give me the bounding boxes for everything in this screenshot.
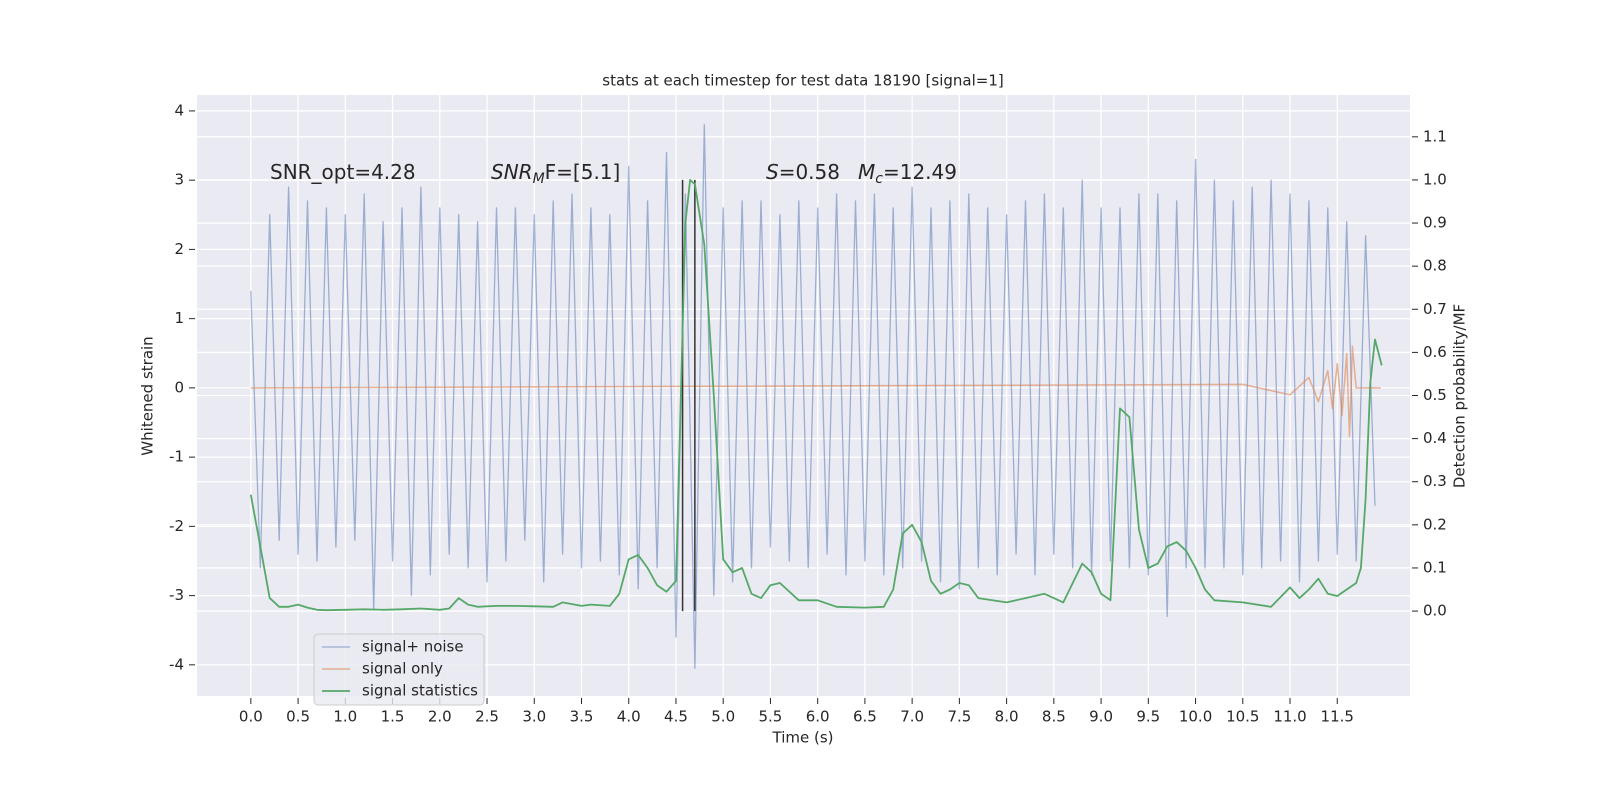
y2-tick-label: 0.2 — [1423, 515, 1447, 533]
x-tick-label: 2.5 — [475, 708, 499, 726]
chart-title: stats at each timestep for test data 181… — [602, 72, 1003, 90]
x-tick-label: 6.5 — [853, 708, 877, 726]
y2-tick-label: 0.9 — [1423, 214, 1447, 232]
y2-tick-label: 1.1 — [1423, 127, 1447, 145]
legend-label: signal statistics — [362, 682, 478, 700]
x-tick-label: 7.5 — [947, 708, 971, 726]
y2-axis-label: Detection probability/MF — [1451, 304, 1469, 488]
x-tick-label: 10.5 — [1226, 708, 1259, 726]
annotation: SNR_opt=4.28 — [270, 160, 416, 184]
y-tick-label: -1 — [169, 448, 184, 466]
x-tick-label: 8.0 — [995, 708, 1019, 726]
y-axis-label: Whitened strain — [139, 336, 157, 455]
series-line — [250, 345, 1381, 438]
series-line — [249, 179, 1383, 612]
y-tick-label: -2 — [169, 517, 184, 535]
series-line — [250, 124, 1376, 669]
x-tick-label: 5.5 — [759, 708, 783, 726]
annotation-part: S — [766, 160, 779, 184]
legend: signal+ noise signal only signal statistic… — [313, 633, 485, 706]
x-tick-label: 0.0 — [239, 708, 263, 726]
y2-tick-label: 0.6 — [1423, 343, 1447, 361]
y2-tick-label: 0.4 — [1423, 429, 1447, 447]
x-tick-label: 9.5 — [1136, 708, 1160, 726]
legend-label: signal+ noise — [362, 638, 464, 656]
x-tick-label: 6.0 — [806, 708, 830, 726]
x-tick-label: 8.5 — [1042, 708, 1066, 726]
x-tick-label: 11.0 — [1273, 708, 1306, 726]
y-tick-label: 0 — [174, 378, 184, 396]
annotation: Mc=12.49 — [858, 160, 957, 188]
y2-tick-label: 0.3 — [1423, 472, 1447, 490]
legend-box — [313, 633, 485, 706]
annotation-part: =0.58 — [779, 160, 840, 184]
y2-tick-label: 0.0 — [1423, 602, 1447, 620]
x-tick-label: 4.0 — [617, 708, 641, 726]
y2-tick-label: 0.1 — [1423, 558, 1447, 576]
x-tick-label: 9.0 — [1089, 708, 1113, 726]
x-tick-label: 3.5 — [570, 708, 594, 726]
annotation-part: F=[5.1] — [545, 160, 621, 184]
annotation: SNRMF=[5.1] — [491, 160, 620, 188]
legend-label: signal only — [362, 660, 443, 678]
y2-tick-label: 0.8 — [1423, 257, 1447, 275]
annotation: S=0.58 — [766, 160, 840, 184]
x-tick-label: 4.5 — [664, 708, 688, 726]
x-tick-label: 2.0 — [428, 708, 452, 726]
y2-tick-label: 1.0 — [1423, 170, 1447, 188]
y-tick-label: 1 — [174, 309, 184, 327]
x-tick-label: 0.5 — [286, 708, 310, 726]
y-tick-label: 4 — [174, 101, 184, 119]
y-tick-label: 2 — [174, 240, 184, 258]
annotation-part: =12.49 — [883, 160, 957, 184]
x-tick-label: 7.0 — [900, 708, 924, 726]
annotation-part: SNR — [491, 160, 533, 184]
annotation-part: c — [875, 171, 883, 187]
y-tick-label: 3 — [174, 171, 184, 189]
x-tick-label: 1.0 — [333, 708, 357, 726]
annotation-part: SNR_opt=4.28 — [270, 160, 416, 184]
x-tick-label: 11.5 — [1321, 708, 1354, 726]
y2-tick-label: 0.5 — [1423, 386, 1447, 404]
annotation-part: M — [533, 171, 545, 187]
annotation-part: M — [858, 160, 875, 184]
y2-tick-label: 0.7 — [1423, 300, 1447, 318]
x-tick-label: 1.5 — [381, 708, 405, 726]
y-tick-label: -3 — [169, 586, 184, 604]
x-axis-label: Time (s) — [772, 729, 834, 747]
x-tick-label: 5.0 — [711, 708, 735, 726]
x-tick-label: 10.0 — [1179, 708, 1212, 726]
y-tick-label: -4 — [169, 655, 184, 673]
x-tick-label: 3.0 — [522, 708, 546, 726]
